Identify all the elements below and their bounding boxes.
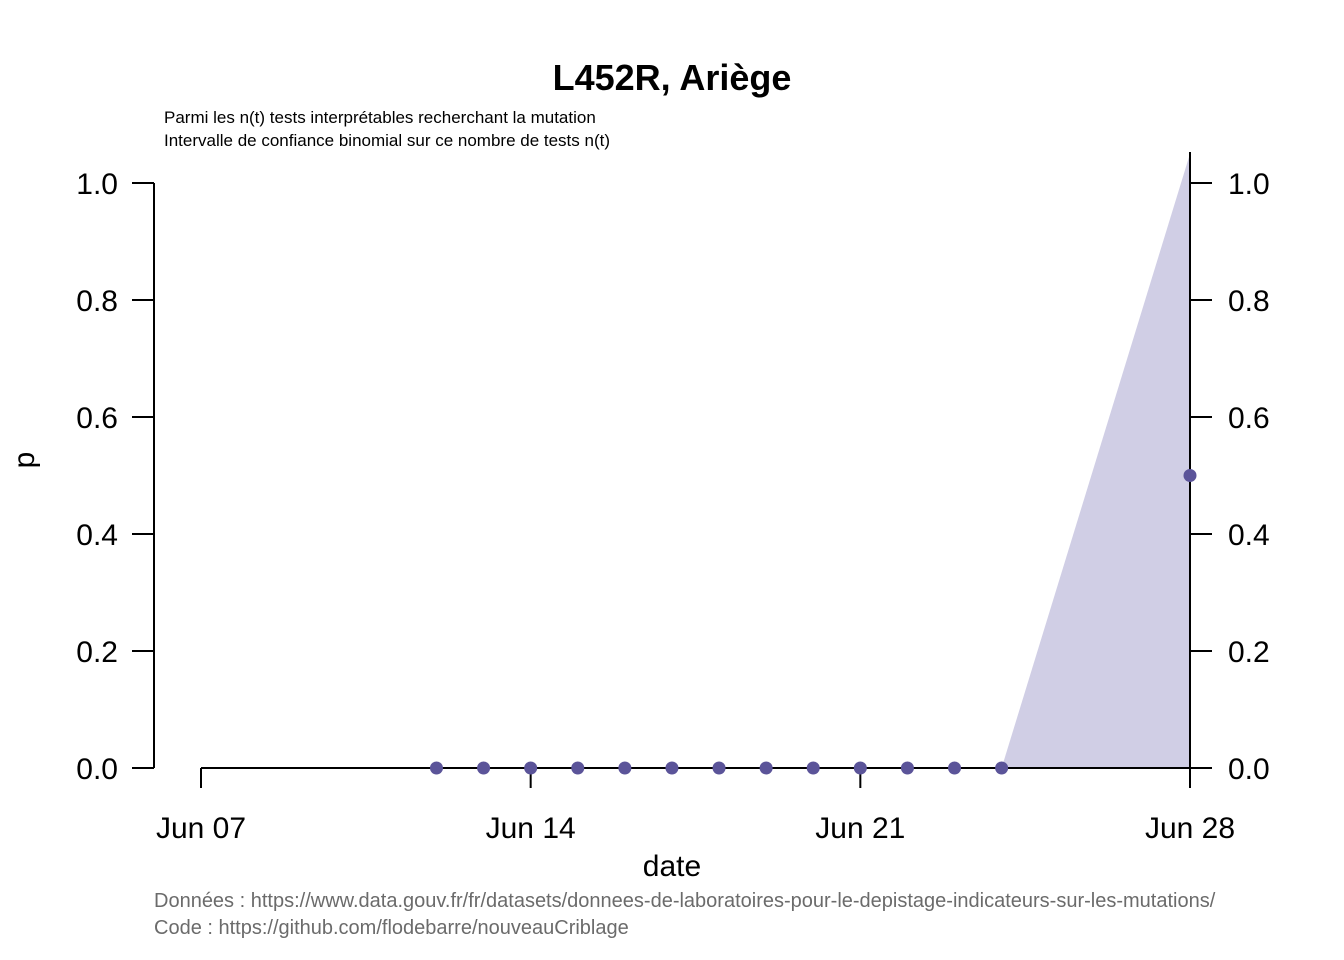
data-source-caption: Données : https://www.data.gouv.fr/fr/da… <box>154 890 1216 912</box>
data-point <box>665 761 679 775</box>
code-source-caption: Code : https://github.com/flodebarre/nou… <box>154 917 629 939</box>
chart-title: L452R, Ariège <box>553 57 792 98</box>
x-tick-label-0: Jun 07 <box>156 812 246 845</box>
data-point <box>759 761 773 775</box>
y-tick-label-left-4: 0.8 <box>76 285 118 318</box>
x-tick-label-2: Jun 21 <box>815 812 905 845</box>
y-tick-label-right-3: 0.6 <box>1228 402 1270 435</box>
y-tick-label-left-1: 0.2 <box>76 636 118 669</box>
y-tick-label-right-1: 0.2 <box>1228 636 1270 669</box>
data-point <box>806 761 820 775</box>
x-axis-label: date <box>643 850 701 883</box>
x-tick-label-1: Jun 14 <box>486 812 576 845</box>
data-point <box>618 761 632 775</box>
y-tick-label-left-5: 1.0 <box>76 168 118 201</box>
data-point <box>477 761 491 775</box>
data-point <box>853 761 867 775</box>
data-point <box>948 761 962 775</box>
y-tick-label-left-2: 0.4 <box>76 519 118 552</box>
y-tick-label-right-0: 0.0 <box>1228 753 1270 786</box>
confidence-band-layer <box>1001 153 1190 768</box>
axes-layer: 0.0 0.0 0.2 0.2 0.4 0.4 0.6 0.6 0.8 0.8 1.0 1.0 Jun … <box>76 152 1270 845</box>
data-point <box>995 761 1009 775</box>
y-tick-label-left-3: 0.6 <box>76 402 118 435</box>
y-axis-label: p <box>8 452 41 469</box>
data-point <box>429 761 443 775</box>
chart-subtitle-line-1: Parmi les n(t) tests interprétables rech… <box>164 108 596 127</box>
data-point <box>524 761 538 775</box>
y-tick-label-right-5: 1.0 <box>1228 168 1270 201</box>
y-tick-label-right-4: 0.8 <box>1228 285 1270 318</box>
confidence-band <box>1001 153 1190 768</box>
data-point <box>712 761 726 775</box>
y-tick-label-left-0: 0.0 <box>76 753 118 786</box>
data-point <box>1183 469 1197 482</box>
data-point <box>900 761 914 775</box>
x-tick-label-3: Jun 28 <box>1145 812 1235 845</box>
y-tick-label-right-2: 0.4 <box>1228 519 1270 552</box>
data-point <box>571 761 585 775</box>
chart-subtitle-line-2: Intervalle de confiance binomial sur ce … <box>164 131 610 150</box>
data-points-layer <box>429 469 1197 775</box>
